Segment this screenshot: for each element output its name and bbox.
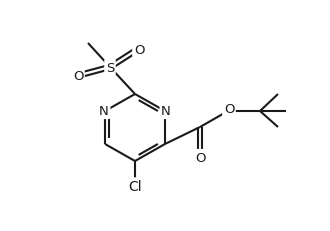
Text: N: N bbox=[161, 105, 171, 118]
Text: O: O bbox=[73, 69, 83, 82]
Text: Cl: Cl bbox=[128, 179, 142, 193]
Text: O: O bbox=[134, 43, 144, 56]
Text: O: O bbox=[195, 151, 205, 164]
Text: S: S bbox=[106, 61, 114, 74]
Text: N: N bbox=[99, 105, 109, 118]
Text: O: O bbox=[224, 103, 234, 116]
